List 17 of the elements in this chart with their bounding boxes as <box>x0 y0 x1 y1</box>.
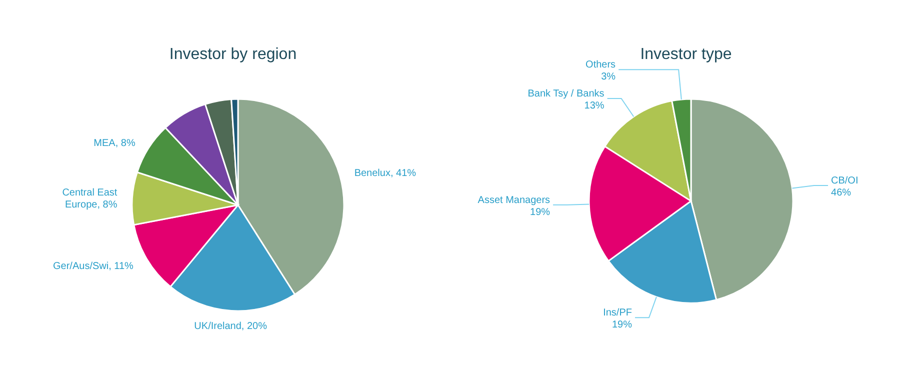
slice-label: CB/OI <box>831 175 858 186</box>
slice-label: MEA, 8% <box>94 138 136 149</box>
data-label: 13% <box>584 100 604 112</box>
data-label: 3% <box>601 72 616 83</box>
slice-label: Ger/Aus/Swi, 11% <box>53 261 134 272</box>
data-label: 46% <box>831 187 852 198</box>
data-label: 19% <box>530 206 550 218</box>
slice-label: Ins/PF <box>603 308 632 319</box>
slice-label: Bank Tsy / Banks <box>528 88 604 100</box>
slice-label: Others <box>586 60 616 71</box>
data-label: 19% <box>612 320 632 331</box>
chart-title: Investor type <box>640 46 732 63</box>
slice-label: UK/Ireland, 20% <box>194 320 268 332</box>
slice-label: Central East Europe, 8% <box>62 188 118 211</box>
chart-title: Investor by region <box>168 46 298 64</box>
slice-label: Benelux, 41% <box>354 168 416 180</box>
slice-label: Asset Managers <box>478 194 550 206</box>
